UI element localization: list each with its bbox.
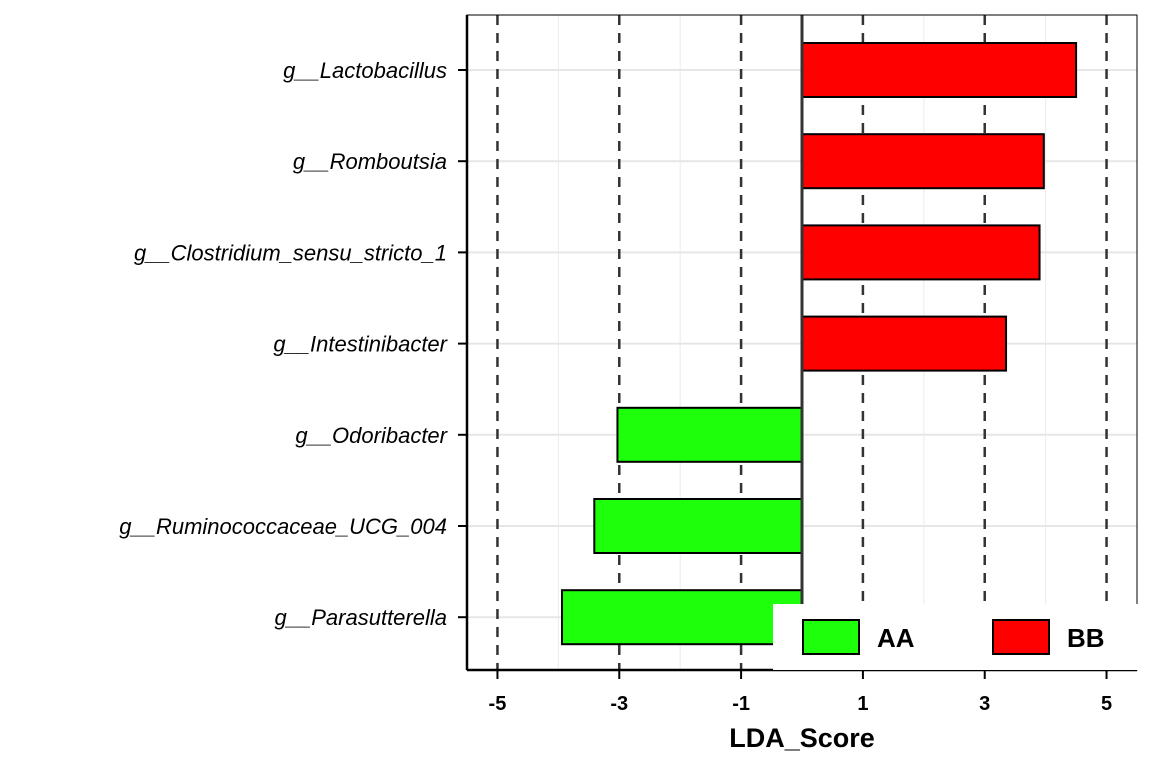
bar <box>593 498 803 554</box>
category-label: g__Romboutsia <box>293 149 447 174</box>
x-tick-label: 5 <box>1101 693 1112 715</box>
x-tick-label: 1 <box>857 693 868 715</box>
legend: AA BB <box>773 604 1143 670</box>
category-label: g__Ruminococcaceae_UCG_004 <box>119 514 447 539</box>
bar <box>801 42 1078 98</box>
bar <box>801 224 1041 281</box>
category-label: g__Odoribacter <box>295 423 448 448</box>
bar <box>561 589 803 646</box>
legend-swatch <box>992 619 1050 655</box>
category-label: g__Parasutterella <box>275 605 447 630</box>
axes <box>458 14 1138 679</box>
x-tick-labels: -5 -3 -1 1 3 5 <box>489 693 1113 715</box>
category-label: g__Intestinibacter <box>273 332 448 357</box>
x-tick-label: -1 <box>732 693 750 715</box>
bar <box>801 315 1008 372</box>
bar <box>616 406 803 463</box>
category-label: g__Clostridium_sensu_stricto_1 <box>134 240 447 265</box>
bar <box>801 133 1045 190</box>
category-labels: g__Lactobacillus g__Romboutsia g__Clostrid… <box>119 58 448 630</box>
legend-label: AA <box>877 623 915 653</box>
x-tick-label: -3 <box>610 693 628 715</box>
legend-swatch <box>802 619 860 655</box>
x-tick-label: -5 <box>489 693 507 715</box>
category-label: g__Lactobacillus <box>283 58 447 83</box>
legend-label: BB <box>1067 623 1105 653</box>
x-axis-title: LDA_Score <box>729 723 875 753</box>
x-tick-label: 3 <box>979 693 990 715</box>
